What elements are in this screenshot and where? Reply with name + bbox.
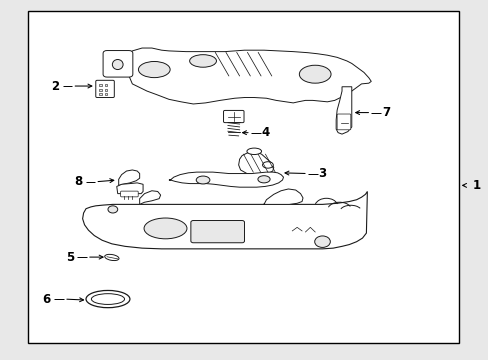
Polygon shape [125, 48, 370, 104]
FancyBboxPatch shape [223, 111, 244, 123]
Bar [27, 12, 458, 343]
Ellipse shape [262, 162, 273, 168]
Text: 8: 8 [74, 175, 82, 188]
Bar [104, 84, 107, 86]
Ellipse shape [104, 255, 119, 261]
Polygon shape [119, 170, 140, 185]
Polygon shape [117, 183, 143, 194]
Ellipse shape [196, 176, 209, 184]
Text: 4: 4 [261, 126, 269, 139]
Bar [99, 93, 102, 95]
Circle shape [108, 206, 118, 213]
Bar [104, 89, 107, 91]
Text: 6: 6 [42, 293, 51, 306]
Bar [99, 89, 102, 91]
Polygon shape [140, 191, 160, 204]
Text: 2: 2 [51, 80, 59, 93]
Polygon shape [168, 172, 283, 187]
Polygon shape [263, 189, 303, 204]
Text: 7: 7 [381, 106, 389, 119]
Ellipse shape [299, 65, 330, 83]
Ellipse shape [257, 176, 269, 183]
Ellipse shape [138, 62, 170, 78]
Circle shape [314, 236, 330, 247]
Polygon shape [335, 87, 351, 134]
FancyBboxPatch shape [336, 114, 350, 130]
Ellipse shape [91, 294, 124, 305]
Ellipse shape [86, 291, 130, 308]
Bar [99, 84, 102, 86]
Ellipse shape [144, 218, 186, 239]
FancyBboxPatch shape [121, 191, 138, 197]
Text: 3: 3 [318, 167, 326, 180]
Polygon shape [82, 192, 366, 249]
FancyBboxPatch shape [96, 80, 114, 98]
Ellipse shape [112, 59, 123, 69]
Text: 1: 1 [472, 179, 480, 192]
Bar [104, 93, 107, 95]
Polygon shape [238, 152, 273, 175]
FancyBboxPatch shape [190, 221, 244, 243]
Ellipse shape [246, 148, 261, 154]
Ellipse shape [189, 55, 216, 67]
Text: 5: 5 [65, 251, 74, 264]
FancyBboxPatch shape [103, 50, 133, 77]
